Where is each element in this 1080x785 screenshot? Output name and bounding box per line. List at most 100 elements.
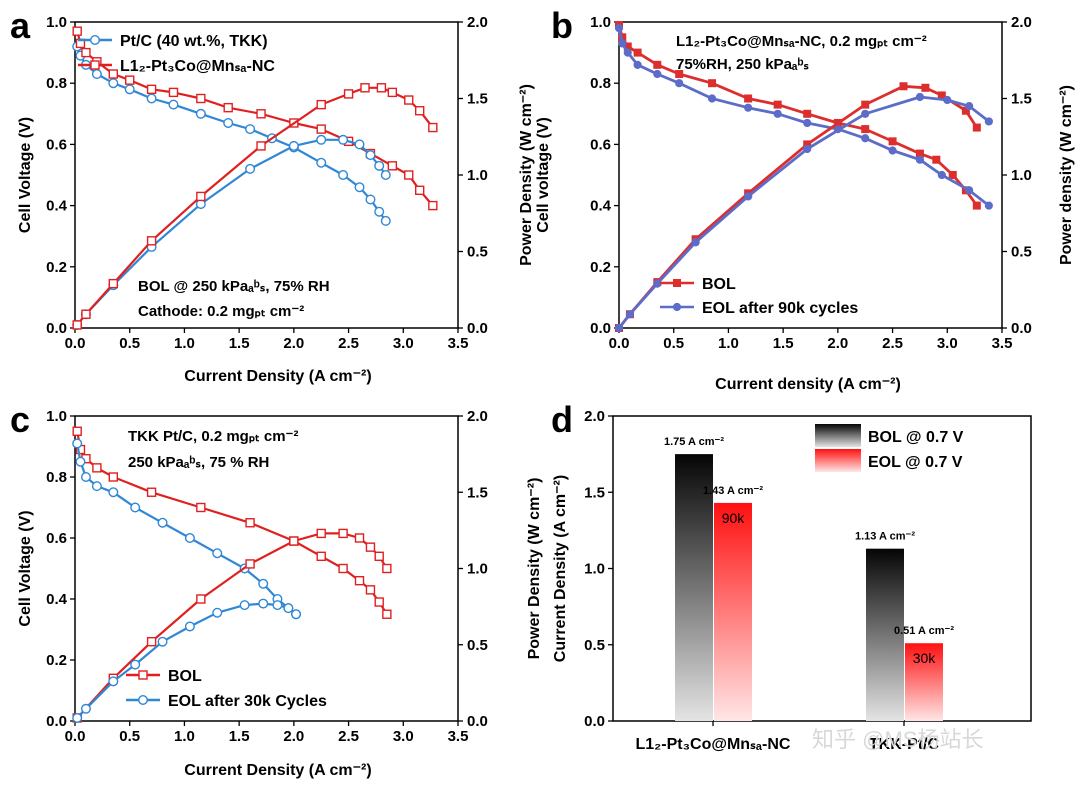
- data-point: [365, 150, 376, 161]
- data-point: [415, 106, 425, 116]
- data-point: [196, 93, 206, 104]
- data-point: [157, 517, 168, 528]
- data-point: [623, 48, 632, 57]
- x-tick-label: 2.5: [882, 335, 903, 352]
- data-point: [283, 603, 294, 614]
- y-left-tick-label: 0.2: [46, 652, 67, 669]
- data-point: [108, 472, 119, 482]
- data-point: [965, 186, 974, 195]
- legend-marker: [673, 279, 681, 287]
- data-point: [921, 83, 930, 92]
- data-point: [258, 598, 269, 609]
- data-point: [91, 481, 102, 492]
- data-point: [675, 79, 684, 88]
- y-tick-label: 0.5: [584, 637, 605, 654]
- panel-d-chart: 0.0 0.5 1.0 1.5 2.0 Current Density (A cm⁻²) L…: [552, 408, 1032, 753]
- data-point: [374, 551, 384, 561]
- data-point: [691, 238, 700, 247]
- data-point: [223, 117, 234, 128]
- data-point: [382, 609, 392, 619]
- y-tick-label: 1.5: [584, 484, 605, 501]
- data-point: [374, 597, 384, 607]
- data-point: [354, 576, 365, 586]
- panel-a-annotation-2: Cathode: 0.2 mgₚₜ cm⁻²: [138, 303, 304, 320]
- y-axis-label: Current Density (A cm⁻²): [552, 475, 569, 662]
- legend-swatch: [815, 449, 861, 472]
- data-point: [374, 160, 385, 171]
- data-point: [354, 182, 365, 193]
- data-point: [744, 103, 753, 112]
- series-line: [617, 84, 978, 329]
- y-left-axis-label: Cell Voltage (V): [17, 117, 34, 233]
- data-point: [354, 139, 365, 150]
- data-point: [108, 676, 119, 687]
- y-left-tick-label: 1.0: [590, 14, 611, 31]
- x-tick-label: 1.0: [174, 728, 195, 745]
- data-point: [365, 585, 376, 595]
- panel-b-chart: 0.0 0.5 1.0 1.5 2.0 2.5 3.0 3.50.00.20.40.60.81…: [535, 14, 1075, 393]
- x-tick-label: 2.5: [338, 335, 359, 352]
- y-left-tick-label: 0.6: [46, 136, 67, 153]
- data-point: [773, 109, 782, 118]
- series-line: [76, 138, 387, 326]
- data-point: [108, 78, 119, 89]
- data-point: [72, 438, 83, 449]
- y-left-tick-label: 0.0: [46, 320, 67, 337]
- data-point: [614, 24, 624, 33]
- data-point: [972, 123, 981, 132]
- data-point: [338, 134, 349, 145]
- bar-value-label: 0.51 A cm⁻²: [894, 625, 954, 637]
- data-point: [354, 533, 365, 543]
- x-tick-label: 0.0: [65, 728, 86, 745]
- y-right-axis-label: Power Density (W cm⁻²): [526, 478, 543, 660]
- panel-letter-b: b: [551, 5, 573, 46]
- data-point: [343, 89, 354, 99]
- watermark: 知乎 @MS杨站长: [812, 727, 983, 752]
- data-point: [289, 536, 299, 546]
- bar: [714, 502, 752, 721]
- y-right-tick-label: 0.0: [1011, 320, 1032, 337]
- legend-swatch: [815, 424, 861, 447]
- data-point: [984, 201, 993, 210]
- panel-c-annotation-2: 250 kPaₐᵇₛ, 75 % RH: [128, 454, 269, 471]
- data-point: [387, 87, 398, 98]
- data-point: [72, 426, 82, 436]
- y-left-tick-label: 0.4: [46, 198, 68, 215]
- data-point: [80, 703, 91, 714]
- data-point: [618, 39, 627, 48]
- category-label: TKK-Pt/C: [869, 736, 940, 753]
- y-left-tick-label: 1.0: [46, 408, 67, 425]
- data-point: [404, 95, 414, 105]
- bar-inner-label: 90k: [722, 510, 746, 526]
- y-right-axis-label: Power Density (W cm⁻²): [518, 84, 535, 266]
- data-point: [653, 60, 662, 69]
- data-point: [108, 69, 119, 79]
- y-right-tick-label: 0.5: [1011, 244, 1032, 261]
- y-right-tick-label: 1.0: [1011, 167, 1032, 184]
- data-point: [915, 155, 925, 164]
- data-point: [125, 75, 135, 85]
- data-point: [803, 118, 812, 128]
- data-point: [316, 157, 327, 168]
- data-point: [899, 82, 908, 91]
- data-point: [195, 108, 206, 119]
- data-point: [223, 102, 233, 113]
- data-point: [404, 170, 414, 180]
- x-tick-label: 3.5: [448, 335, 469, 352]
- data-point: [256, 141, 266, 151]
- x-tick-label: 2.5: [338, 728, 359, 745]
- data-point: [316, 528, 326, 539]
- legend-label: EOL @ 0.7 V: [868, 454, 963, 471]
- y-left-tick-label: 0.4: [46, 591, 68, 608]
- data-point: [338, 563, 348, 574]
- y-right-tick-label: 1.0: [467, 167, 488, 184]
- data-point: [744, 192, 753, 201]
- data-point: [625, 310, 635, 319]
- y-tick-label: 2.0: [584, 408, 605, 425]
- y-right-tick-label: 1.5: [467, 91, 488, 108]
- y-left-axis-label: Cell Voltage (V): [17, 510, 34, 626]
- data-point: [168, 99, 179, 110]
- x-tick-label: 1.5: [773, 335, 794, 352]
- x-tick-label: 3.0: [393, 728, 414, 745]
- data-point: [196, 191, 206, 202]
